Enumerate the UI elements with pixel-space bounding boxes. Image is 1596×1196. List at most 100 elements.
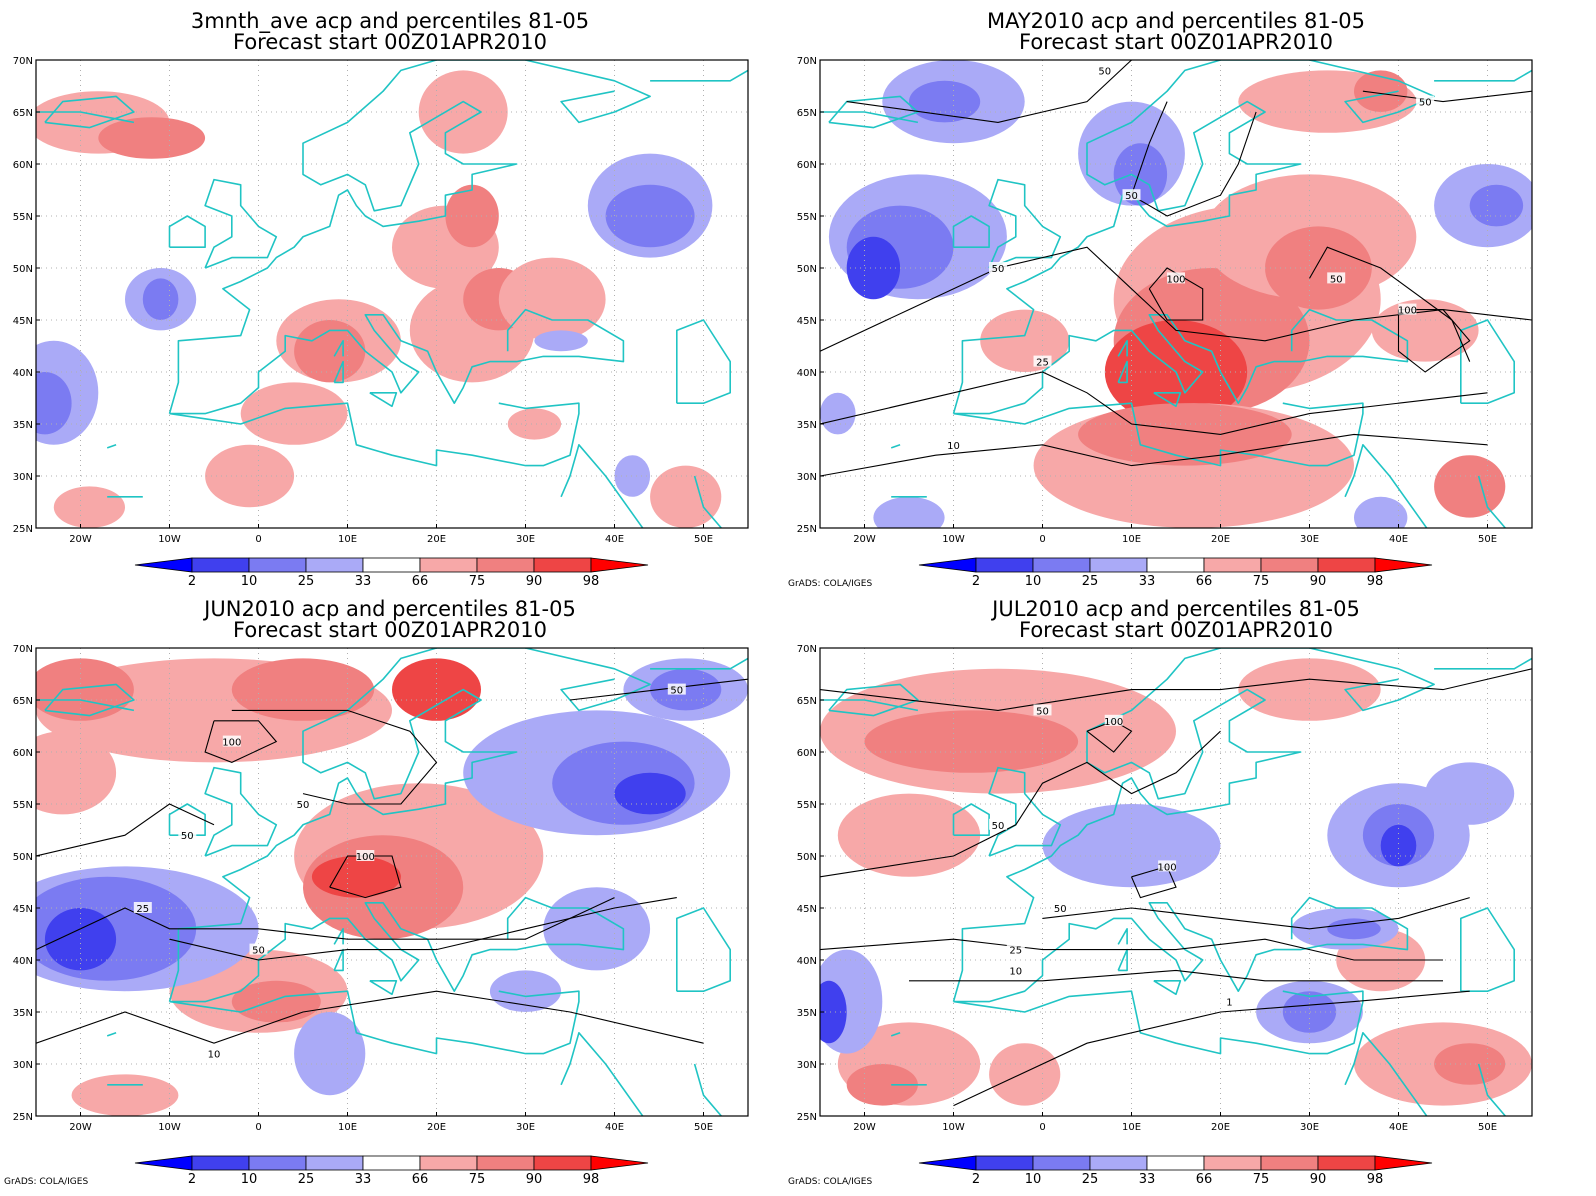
contour-label: 50 (252, 946, 265, 957)
contour-label-bg (1033, 704, 1052, 716)
colorbar-label: 90 (1310, 574, 1327, 589)
percentile-shade-blue-33 (1425, 762, 1515, 825)
lat-tick-label: 40N (797, 368, 817, 379)
coastlines (820, 648, 1532, 1116)
lat-tick-label: 35N (797, 420, 817, 431)
colorbar-segment (1260, 1155, 1319, 1171)
lat-tick-label: 40N (797, 956, 817, 967)
coastline (1117, 339, 1128, 357)
panel-title-line2: Forecast start 00Z01APR2010 (1019, 30, 1333, 54)
contour-label-bg (1095, 64, 1114, 76)
lon-tick-label: 40E (605, 1122, 624, 1133)
contour-line (1130, 865, 1177, 899)
colorbar-label: 2 (188, 1172, 196, 1187)
contour-line (36, 897, 615, 951)
lat-tick-label: 65N (13, 108, 33, 119)
colorbar-segment (533, 1155, 592, 1171)
contour-label: 100 (1158, 862, 1177, 873)
coastline (168, 60, 518, 414)
contour-label-bg (1398, 303, 1417, 315)
coastline (1434, 657, 1532, 670)
lon-tick-label: 40E (1389, 1122, 1408, 1133)
lat-tick-label: 40N (13, 956, 33, 967)
lon-tick-label: 0 (255, 1122, 261, 1133)
lon-tick-label: 20E (427, 534, 446, 545)
coastline (44, 95, 135, 129)
colorbar-label: 66 (1196, 1172, 1213, 1187)
lon-tick-label: 20E (1211, 534, 1230, 545)
contour-line (820, 371, 1488, 435)
map-area: 50 100 50 100 50 25 10 1 70N 65N 60N 55N 50N 45N 40N 35… (797, 644, 1533, 1133)
colorbar-label: 75 (469, 574, 486, 589)
contour-label: 50 (1330, 274, 1343, 285)
lon-tick-label: 30E (516, 1122, 535, 1133)
colorbar-arrow-high (1374, 1155, 1433, 1171)
contour-line (1042, 897, 1470, 930)
colorbar-arrow-low (918, 557, 977, 573)
contour-label-bg (1033, 355, 1052, 367)
contour-line (1130, 101, 1257, 217)
lat-tick-label: 60N (13, 160, 33, 171)
colorbar-label: 10 (241, 1172, 258, 1187)
lon-tick-label: 40E (605, 534, 624, 545)
colorbar-segment (419, 557, 478, 573)
percentile-shade-red-66 (240, 382, 348, 445)
coastline (675, 319, 732, 405)
contour-label: 10 (208, 1050, 221, 1061)
contour-label-bg (1006, 964, 1025, 976)
contour-line (36, 803, 215, 857)
map-frame (819, 59, 1533, 529)
percentile-shade-red-75 (864, 710, 1079, 773)
lat-tick-label: 70N (797, 56, 817, 67)
percentile-shade-red-66 (980, 309, 1070, 372)
percentile-shade-red-66 (205, 444, 295, 508)
colorbar-segment (1146, 557, 1205, 573)
percentile-shade-red-75 (1354, 70, 1408, 112)
colorbar-segment (975, 1155, 1034, 1171)
coastline (333, 339, 344, 357)
coastline (204, 178, 278, 269)
lon-tick-label: 20E (427, 1122, 446, 1133)
percentile-shade-red-66 (1238, 658, 1381, 721)
contour-line (169, 897, 677, 961)
contour-line (204, 720, 278, 763)
colorbar: 2 10 25 33 66 75 90 98 (134, 1155, 649, 1187)
percentile-shade-blue-33 (489, 970, 562, 1012)
lat-tick-label: 35N (13, 420, 33, 431)
lat-tick-label: 25N (797, 524, 817, 535)
colorbar-label: 25 (1082, 574, 1099, 589)
grads-credit: GrADS: COLA/IGES (4, 1177, 88, 1187)
percentile-shade-blue-25 (36, 372, 72, 435)
colorbar-label: 66 (412, 574, 429, 589)
lat-tick-label: 45N (13, 316, 33, 327)
contour-line (820, 730, 1221, 878)
contour-label: 25 (1036, 358, 1049, 369)
colorbar-segment (191, 1155, 250, 1171)
percentile-shade-red-66 (837, 793, 981, 877)
contour-label: 25 (136, 904, 149, 915)
percentile-shade-red-75 (1078, 403, 1292, 466)
contour-line (1397, 309, 1471, 373)
coastline (333, 948, 344, 972)
colorbar-segment (362, 557, 421, 573)
colorbar-label: 75 (1253, 1172, 1270, 1187)
contour-label: 1 (1226, 998, 1232, 1009)
percentile-shade-red-66 (53, 486, 125, 528)
lon-tick-label: 0 (1039, 534, 1045, 545)
percentile-shade-blue-25 (142, 278, 179, 320)
contour-label-bg (222, 735, 241, 747)
coastline (1117, 948, 1128, 972)
coastline (1477, 1063, 1506, 1116)
colorbar-label: 10 (241, 574, 258, 589)
colorbar-arrow-high (590, 557, 649, 573)
colorbar-label: 2 (972, 574, 980, 589)
coastline (1153, 979, 1182, 996)
percentile-shade-blue-10 (614, 772, 686, 815)
coastline (828, 683, 919, 717)
contour-label: 25 (1009, 946, 1022, 957)
contour-label: 50 (670, 686, 683, 697)
colorbar: 2 10 25 33 66 75 90 98 (918, 1155, 1433, 1187)
contour-label: 50 (1098, 66, 1111, 77)
coastline (204, 766, 278, 857)
coastline (952, 803, 990, 836)
